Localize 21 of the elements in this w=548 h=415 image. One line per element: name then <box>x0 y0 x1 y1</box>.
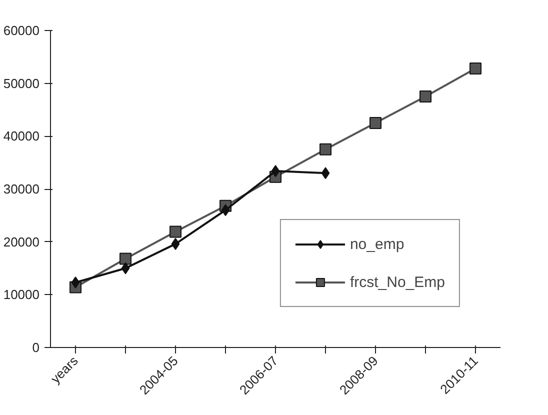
y-tick-label: 0 <box>32 340 40 355</box>
y-tick-label: 30000 <box>3 182 40 196</box>
point <box>320 143 332 156</box>
point <box>470 62 482 75</box>
point <box>321 167 330 180</box>
y-tick-label: 40000 <box>3 128 40 144</box>
point <box>170 226 182 238</box>
point <box>221 204 230 216</box>
point <box>370 116 382 129</box>
y-tick-label: 60000 <box>3 23 40 38</box>
y-tick-label: 20000 <box>3 234 40 250</box>
y-tick-label: 10000 <box>3 287 40 302</box>
point <box>171 238 180 250</box>
y-tick-label: 50000 <box>3 76 40 91</box>
legend-label: no_emp <box>350 236 404 252</box>
point <box>121 262 130 274</box>
point <box>71 276 80 289</box>
point <box>120 252 132 265</box>
point <box>271 165 280 178</box>
point <box>420 90 432 103</box>
legend-label: frcst_No_Emp <box>350 274 445 290</box>
